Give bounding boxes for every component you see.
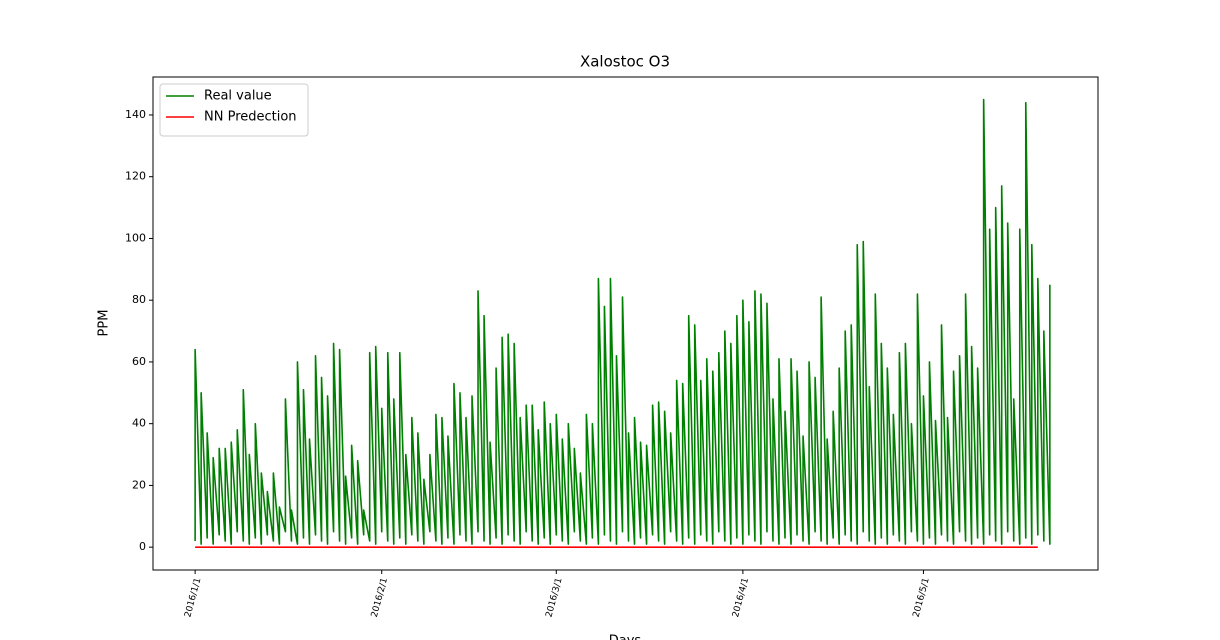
- y-axis-label: PPM: [97, 310, 112, 337]
- plot-frame: [152, 76, 1099, 571]
- y-tick-label: 40: [132, 417, 146, 430]
- x-axis-label: Days: [609, 634, 642, 640]
- y-tick-label: 60: [132, 355, 146, 368]
- legend-box: [159, 83, 309, 137]
- y-tick-label: 100: [125, 231, 146, 244]
- chart-title: Xalostoc O3: [580, 53, 670, 71]
- y-tick-label: 20: [132, 478, 146, 491]
- series-line: [194, 98, 1051, 545]
- legend-label: NN Predection: [204, 110, 297, 125]
- legend: Real value NN Predection: [159, 83, 309, 137]
- y-tick-label: 80: [132, 293, 146, 306]
- y-tick-label: 140: [125, 108, 146, 121]
- y-tick-label: 0: [139, 540, 146, 553]
- y-tick-label: 120: [125, 170, 146, 183]
- legend-label: Real value: [204, 89, 272, 104]
